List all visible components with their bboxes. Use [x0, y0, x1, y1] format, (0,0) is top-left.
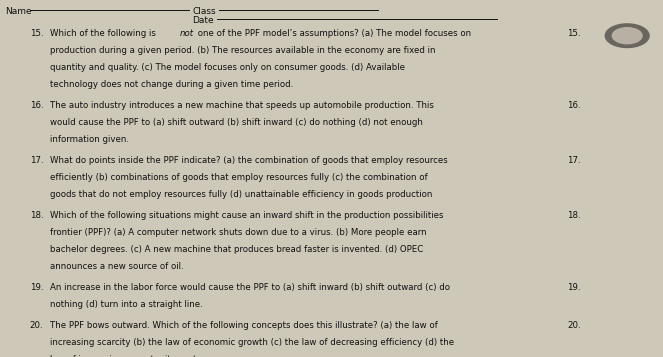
Text: announces a new source of oil.: announces a new source of oil. — [50, 262, 184, 271]
Text: 18.: 18. — [567, 211, 581, 220]
Text: An increase in the labor force would cause the PPF to (a) shift inward (b) shift: An increase in the labor force would cau… — [50, 283, 450, 292]
Text: 16.: 16. — [567, 101, 581, 110]
Text: 20.: 20. — [30, 321, 44, 330]
Text: Date: Date — [192, 16, 214, 25]
Text: bachelor degrees. (c) A new machine that produces bread faster is invented. (d) : bachelor degrees. (c) A new machine that… — [50, 245, 423, 254]
Text: 17.: 17. — [30, 156, 44, 165]
Text: frontier (PPF)? (a) A computer network shuts down due to a virus. (b) More peopl: frontier (PPF)? (a) A computer network s… — [50, 228, 426, 237]
Text: not: not — [180, 29, 194, 37]
Text: one of the PPF model’s assumptions? (a) The model focuses on: one of the PPF model’s assumptions? (a) … — [194, 29, 471, 37]
Text: 16.: 16. — [30, 101, 44, 110]
Text: The PPF bows outward. Which of the following concepts does this illustrate? (a) : The PPF bows outward. Which of the follo… — [50, 321, 438, 330]
Text: 15.: 15. — [567, 29, 581, 37]
Text: Class: Class — [192, 7, 216, 16]
Text: What do points inside the PPF indicate? (a) the combination of goods that employ: What do points inside the PPF indicate? … — [50, 156, 448, 165]
Text: efficiently (b) combinations of goods that employ resources fully (c) the combin: efficiently (b) combinations of goods th… — [50, 173, 428, 182]
Text: Which of the following situations might cause an inward shift in the production : Which of the following situations might … — [50, 211, 444, 220]
Text: 15.: 15. — [30, 29, 44, 37]
Text: 17.: 17. — [567, 156, 581, 165]
Text: 18.: 18. — [30, 211, 44, 220]
Text: 19.: 19. — [30, 283, 43, 292]
Text: nothing (d) turn into a straight line.: nothing (d) turn into a straight line. — [50, 300, 202, 309]
Text: Name: Name — [5, 7, 32, 16]
Text: goods that do not employ resources fully (d) unattainable efficiency in goods pr: goods that do not employ resources fully… — [50, 190, 432, 199]
Text: technology does not change during a given time period.: technology does not change during a give… — [50, 80, 293, 89]
Circle shape — [605, 24, 649, 47]
Text: would cause the PPF to (a) shift outward (b) shift inward (c) do nothing (d) not: would cause the PPF to (a) shift outward… — [50, 118, 422, 127]
Text: The auto industry introduces a new machine that speeds up automobile production.: The auto industry introduces a new machi… — [50, 101, 434, 110]
Text: law of increasing opportunity cost: law of increasing opportunity cost — [50, 355, 196, 357]
Circle shape — [613, 28, 642, 44]
Text: Which of the following is: Which of the following is — [50, 29, 158, 37]
Text: production during a given period. (b) The resources available in the economy are: production during a given period. (b) Th… — [50, 46, 435, 55]
Text: information given.: information given. — [50, 135, 129, 144]
Text: quantity and quality. (c) The model focuses only on consumer goods. (d) Availabl: quantity and quality. (c) The model focu… — [50, 63, 404, 72]
Text: 19.: 19. — [567, 283, 580, 292]
Text: increasing scarcity (b) the law of economic growth (c) the law of decreasing eff: increasing scarcity (b) the law of econo… — [50, 338, 454, 347]
Text: 20.: 20. — [567, 321, 581, 330]
